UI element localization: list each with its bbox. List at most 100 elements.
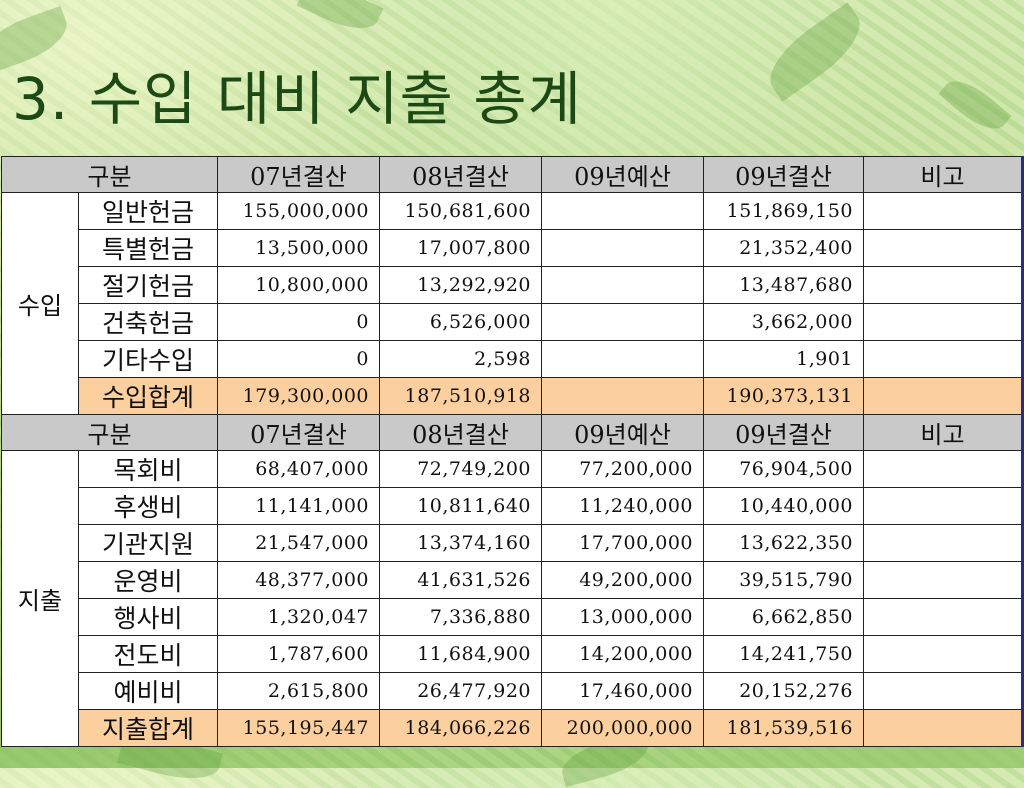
row-label: 기관지원 bbox=[77, 524, 219, 562]
table-row: 특별헌금 13,500,000 17,007,800 21,352,400 bbox=[2, 229, 1024, 267]
income-total-row: 수입합계 179,300,000 187,510,918 190,373,131 bbox=[2, 377, 1024, 415]
value-07-settlement: 10,800,000 bbox=[217, 266, 381, 304]
row-label: 특별헌금 bbox=[77, 229, 219, 267]
row-label: 예비비 bbox=[77, 672, 219, 710]
value-08-settlement: 184,066,226 bbox=[379, 709, 543, 747]
value-08-settlement: 187,510,918 bbox=[379, 377, 543, 415]
header-category: 구분 bbox=[0, 414, 219, 451]
table-row: 기관지원 21,547,000 13,374,160 17,700,000 13,622… bbox=[2, 524, 1024, 562]
value-09-budget bbox=[541, 229, 705, 267]
header-09-budget: 09년예산 bbox=[541, 414, 705, 451]
value-note bbox=[863, 377, 1024, 415]
value-09-budget bbox=[541, 303, 705, 341]
table-row: 전도비 1,787,600 11,684,900 14,200,000 14,241,7… bbox=[2, 635, 1024, 673]
value-note bbox=[863, 340, 1024, 378]
value-09-settlement: 1,901 bbox=[703, 340, 865, 378]
value-09-settlement: 190,373,131 bbox=[703, 377, 865, 415]
income-group-label: 수입 bbox=[1, 192, 79, 415]
value-07-settlement: 2,615,800 bbox=[217, 672, 381, 710]
row-label: 목회비 bbox=[77, 450, 219, 488]
value-note bbox=[863, 450, 1024, 488]
header-09-settlement: 09년결산 bbox=[703, 156, 865, 193]
header-09-settlement: 09년결산 bbox=[703, 414, 865, 451]
value-09-settlement: 14,241,750 bbox=[703, 635, 865, 673]
value-09-budget: 11,240,000 bbox=[541, 487, 705, 525]
value-07-settlement: 21,547,000 bbox=[217, 524, 381, 562]
row-label: 운영비 bbox=[77, 561, 219, 599]
value-note bbox=[863, 487, 1024, 525]
value-08-settlement: 7,336,880 bbox=[379, 598, 543, 636]
value-08-settlement: 17,007,800 bbox=[379, 229, 543, 267]
leaf-decoration bbox=[757, 2, 873, 102]
value-09-budget bbox=[541, 377, 705, 415]
header-07-settlement: 07년결산 bbox=[217, 414, 381, 451]
row-label: 기타수입 bbox=[77, 340, 219, 378]
value-note bbox=[863, 598, 1024, 636]
value-09-settlement: 76,904,500 bbox=[703, 450, 865, 488]
value-09-budget: 17,460,000 bbox=[541, 672, 705, 710]
value-08-settlement: 13,292,920 bbox=[379, 266, 543, 304]
value-08-settlement: 72,749,200 bbox=[379, 450, 543, 488]
value-09-settlement: 20,152,276 bbox=[703, 672, 865, 710]
budget-table: 구분 07년결산 08년결산 09년예산 09년결산 비고 수입 일반헌금 155,000,00… bbox=[0, 156, 1024, 747]
value-note bbox=[863, 192, 1024, 230]
expense-total-row: 지출합계 155,195,447 184,066,226 200,000,000 181… bbox=[2, 709, 1024, 747]
value-08-settlement: 13,374,160 bbox=[379, 524, 543, 562]
value-07-settlement: 1,320,047 bbox=[217, 598, 381, 636]
value-09-settlement: 39,515,790 bbox=[703, 561, 865, 599]
table-header-row: 구분 07년결산 08년결산 09년예산 09년결산 비고 bbox=[0, 414, 1024, 451]
value-09-settlement: 151,869,150 bbox=[703, 192, 865, 230]
table-header-row: 구분 07년결산 08년결산 09년예산 09년결산 비고 bbox=[0, 156, 1024, 193]
table-row: 절기헌금 10,800,000 13,292,920 13,487,680 bbox=[2, 266, 1024, 304]
value-09-budget: 13,000,000 bbox=[541, 598, 705, 636]
row-label: 행사비 bbox=[77, 598, 219, 636]
table-row: 후생비 11,141,000 10,811,640 11,240,000 10,440,… bbox=[2, 487, 1024, 525]
value-09-budget bbox=[541, 266, 705, 304]
value-note bbox=[863, 561, 1024, 599]
value-09-settlement: 13,487,680 bbox=[703, 266, 865, 304]
value-09-settlement: 13,622,350 bbox=[703, 524, 865, 562]
value-07-settlement: 1,787,600 bbox=[217, 635, 381, 673]
value-09-budget bbox=[541, 192, 705, 230]
table-row: 운영비 48,377,000 41,631,526 49,200,000 39,515,… bbox=[2, 561, 1024, 599]
value-08-settlement: 11,684,900 bbox=[379, 635, 543, 673]
value-07-settlement: 11,141,000 bbox=[217, 487, 381, 525]
value-08-settlement: 150,681,600 bbox=[379, 192, 543, 230]
value-09-settlement: 10,440,000 bbox=[703, 487, 865, 525]
value-07-settlement: 13,500,000 bbox=[217, 229, 381, 267]
row-label: 후생비 bbox=[77, 487, 219, 525]
table-row: 예비비 2,615,800 26,477,920 17,460,000 20,152,2… bbox=[2, 672, 1024, 710]
value-08-settlement: 6,526,000 bbox=[379, 303, 543, 341]
slide-title: 3. 수입 대비 지출 총계 bbox=[12, 65, 582, 133]
table-row: 기타수입 0 2,598 1,901 bbox=[2, 340, 1024, 378]
header-note: 비고 bbox=[863, 156, 1024, 193]
value-07-settlement: 0 bbox=[217, 303, 381, 341]
header-09-budget: 09년예산 bbox=[541, 156, 705, 193]
value-07-settlement: 155,195,447 bbox=[217, 709, 381, 747]
expense-group-label: 지출 bbox=[1, 450, 79, 747]
table-row: 행사비 1,320,047 7,336,880 13,000,000 6,662,850 bbox=[2, 598, 1024, 636]
table-row: 건축헌금 0 6,526,000 3,662,000 bbox=[2, 303, 1024, 341]
value-07-settlement: 48,377,000 bbox=[217, 561, 381, 599]
value-09-settlement: 6,662,850 bbox=[703, 598, 865, 636]
value-07-settlement: 155,000,000 bbox=[217, 192, 381, 230]
value-08-settlement: 2,598 bbox=[379, 340, 543, 378]
value-09-budget: 49,200,000 bbox=[541, 561, 705, 599]
value-09-settlement: 181,539,516 bbox=[703, 709, 865, 747]
value-note bbox=[863, 229, 1024, 267]
value-note bbox=[863, 303, 1024, 341]
row-label: 수입합계 bbox=[77, 377, 219, 415]
value-note bbox=[863, 635, 1024, 673]
value-09-budget: 200,000,000 bbox=[541, 709, 705, 747]
row-label: 전도비 bbox=[77, 635, 219, 673]
value-note bbox=[863, 672, 1024, 710]
value-07-settlement: 179,300,000 bbox=[217, 377, 381, 415]
row-label: 건축헌금 bbox=[77, 303, 219, 341]
value-note bbox=[863, 266, 1024, 304]
value-09-budget: 14,200,000 bbox=[541, 635, 705, 673]
row-label: 지출합계 bbox=[77, 709, 219, 747]
leaf-decoration bbox=[296, 0, 384, 40]
header-note: 비고 bbox=[863, 414, 1024, 451]
value-note bbox=[863, 524, 1024, 562]
table-row: 수입 일반헌금 155,000,000 150,681,600 151,869,150 bbox=[1, 192, 1024, 415]
